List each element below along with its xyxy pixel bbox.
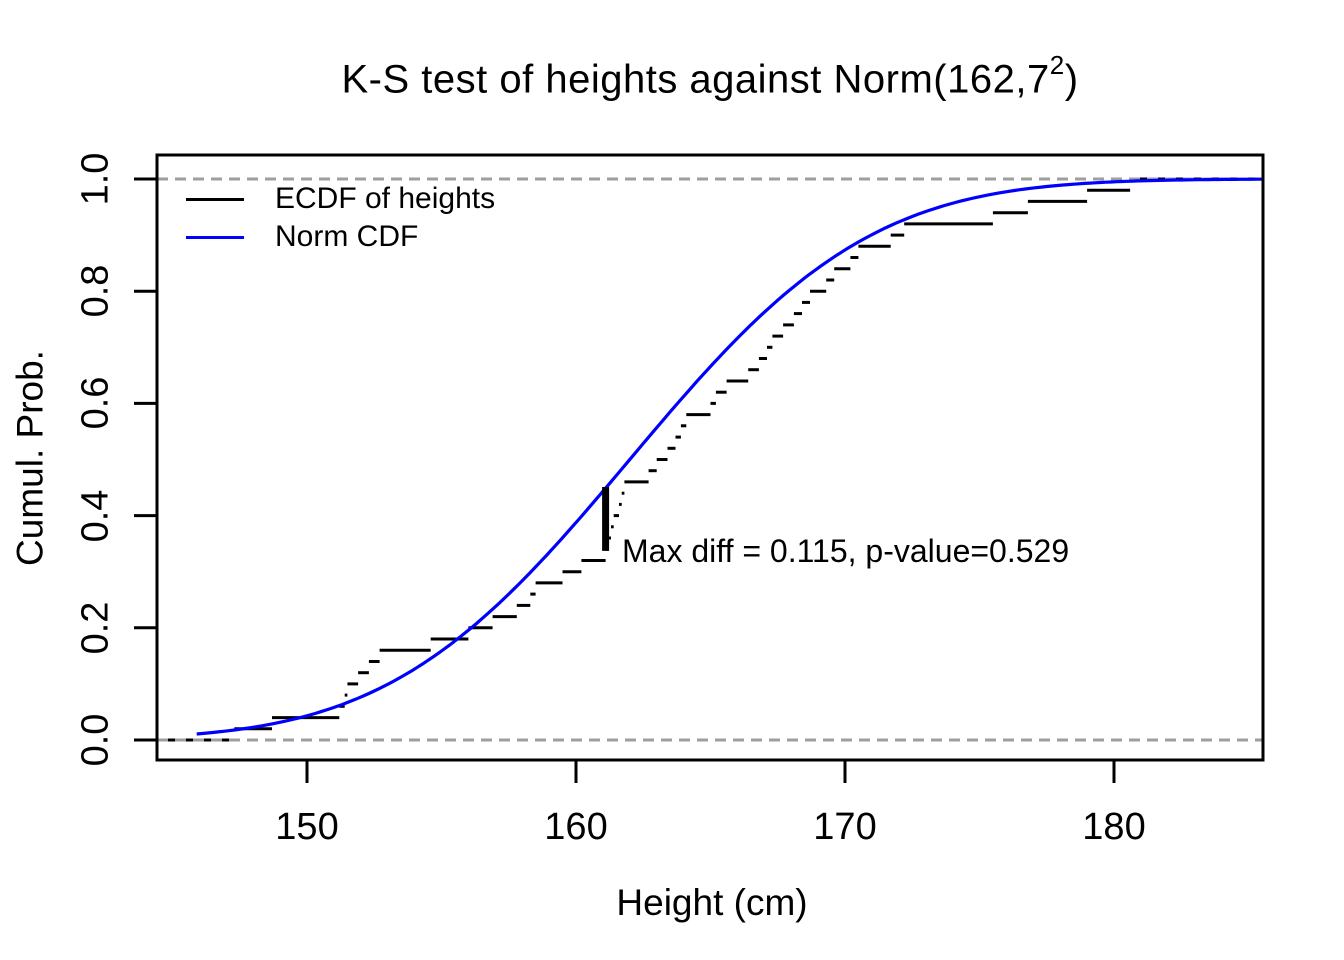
x-tick-label-180: 180 (1082, 806, 1146, 848)
max-diff-annotation: Max diff = 0.115, p-value=0.529 (622, 533, 1070, 569)
y-tick-label-0.8: 0.8 (74, 264, 117, 318)
x-tick-label-170: 170 (813, 806, 877, 848)
y-tick-label-0.4: 0.4 (74, 489, 117, 543)
y-tick-label-0.6: 0.6 (74, 376, 117, 430)
chart-title-superscript: 2 (1049, 50, 1065, 80)
legend-entry-ecdf: ECDF of heights (186, 180, 495, 218)
chart-title-end: ) (1064, 57, 1079, 102)
legend: ECDF of heights Norm CDF (186, 180, 495, 256)
x-tick-label-150: 150 (275, 806, 339, 848)
legend-line-ecdf (186, 197, 244, 201)
legend-line-norm (186, 235, 244, 239)
chart-title: K-S test of heights against Norm(162,72) (341, 52, 1079, 102)
legend-label-ecdf: ECDF of heights (275, 182, 496, 215)
y-axis-title: Cumul. Prob. (9, 350, 51, 566)
legend-entry-norm: Norm CDF (186, 218, 495, 256)
y-tick-label-0.2: 0.2 (74, 601, 117, 655)
legend-label-norm: Norm CDF (275, 220, 419, 253)
chart-title-main: K-S test of heights against Norm(162,7 (341, 57, 1050, 102)
y-tick-label-1.0: 1.0 (74, 152, 117, 206)
x-tick-label-160: 160 (544, 806, 608, 848)
x-axis-title: Height (cm) (616, 882, 808, 923)
y-tick-label-0.0: 0.0 (74, 713, 117, 767)
